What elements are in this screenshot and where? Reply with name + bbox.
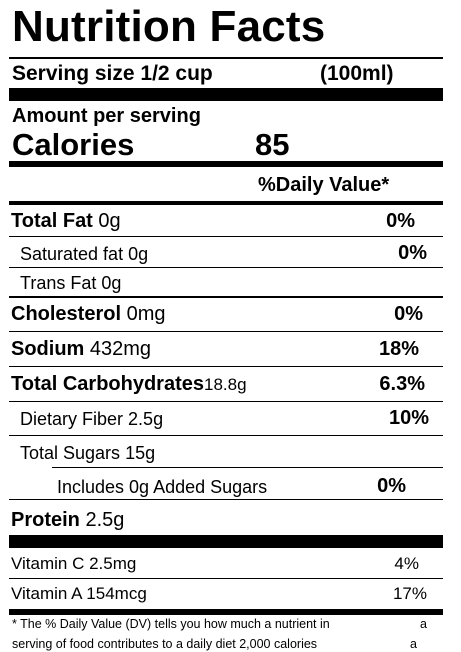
total-sugars-name: Total Sugars [20, 443, 121, 463]
divider-medium [9, 161, 443, 167]
cholesterol-dv: 0% [394, 303, 423, 325]
divider-thin [9, 401, 443, 402]
saturated-fat-amount: 0g [128, 244, 149, 264]
total-fat-dv: 0% [386, 210, 415, 232]
total-sugars-amount: 15g [125, 443, 156, 463]
daily-value-header: %Daily Value* [258, 174, 390, 196]
calories-label: Calories [12, 127, 135, 162]
added-sugars-dv: 0% [377, 475, 406, 497]
total-carbs-row: Total Carbohydrates18.8g [11, 371, 247, 399]
total-sugars-row: Total Sugars 15g [20, 441, 155, 465]
divider-thin [9, 236, 443, 237]
sodium-amount: 432mg [89, 338, 152, 360]
divider-thin [9, 499, 443, 500]
sodium-row: Sodium 432mg [11, 336, 151, 362]
dietary-fiber-amount: 2.5g [128, 409, 164, 429]
divider-medium [9, 201, 443, 205]
divider-thin [9, 366, 443, 367]
footnote-line-2: serving of food contributes to a daily d… [12, 637, 318, 651]
protein-row: Protein 2.5g [11, 507, 124, 533]
footnote-line-1: * The % Daily Value (DV) tells you how m… [12, 617, 330, 631]
divider-thin [9, 296, 443, 298]
divider-thick [9, 88, 443, 101]
saturated-fat-name: Saturated fat [20, 244, 124, 264]
divider-thin [9, 57, 443, 59]
footnote-line-1-end: a [420, 617, 427, 631]
cholesterol-name: Cholesterol [11, 303, 122, 325]
amount-per-serving: Amount per serving [12, 105, 201, 127]
dietary-fiber-name: Dietary Fiber [20, 409, 124, 429]
sodium-dv: 18% [378, 338, 419, 360]
serving-size-label: Serving size 1/2 cup [12, 62, 213, 85]
divider-medium [9, 609, 443, 615]
total-carbs-amount: 18.8g [204, 375, 247, 394]
trans-fat-amount: 0g [101, 273, 122, 293]
label-title: Nutrition Facts [12, 2, 326, 51]
serving-size-amount: (100ml) [320, 62, 394, 85]
total-fat-amount: 0g [98, 210, 121, 232]
divider-thin [52, 467, 443, 468]
dietary-fiber-row: Dietary Fiber 2.5g [20, 407, 163, 431]
vitamin-a-label: Vitamin A 154mcg [11, 584, 147, 603]
saturated-fat-row: Saturated fat 0g [20, 242, 148, 266]
divider-thin [9, 435, 443, 436]
sodium-name: Sodium [11, 338, 85, 360]
cholesterol-row: Cholesterol 0mg [11, 301, 166, 327]
vitamin-c-label: Vitamin C 2.5mg [11, 554, 137, 573]
vitamin-c-dv: 4% [394, 554, 419, 573]
divider-thin [9, 267, 443, 268]
dietary-fiber-dv: 10% [388, 407, 429, 429]
added-sugars-text: Includes 0g Added Sugars [57, 477, 268, 497]
divider-thin [9, 578, 443, 579]
total-fat-name: Total Fat [11, 210, 93, 232]
total-carbs-name: Total Carbohydrates [11, 373, 204, 395]
trans-fat-row: Trans Fat 0g [20, 271, 121, 295]
calories-value: 85 [255, 127, 290, 162]
footnote-line-2-end: a [410, 637, 417, 651]
divider-thin [9, 331, 443, 332]
divider-thick [9, 535, 443, 548]
vitamin-a-dv: 17% [392, 584, 427, 603]
total-carbs-dv: 6.3% [379, 373, 425, 395]
total-fat-row: Total Fat 0g [11, 208, 121, 234]
cholesterol-amount: 0mg [126, 303, 166, 325]
protein-amount: 2.5g [85, 509, 125, 531]
saturated-fat-dv: 0% [398, 242, 427, 264]
trans-fat-name: Trans Fat [20, 273, 97, 293]
protein-name: Protein [11, 509, 80, 531]
